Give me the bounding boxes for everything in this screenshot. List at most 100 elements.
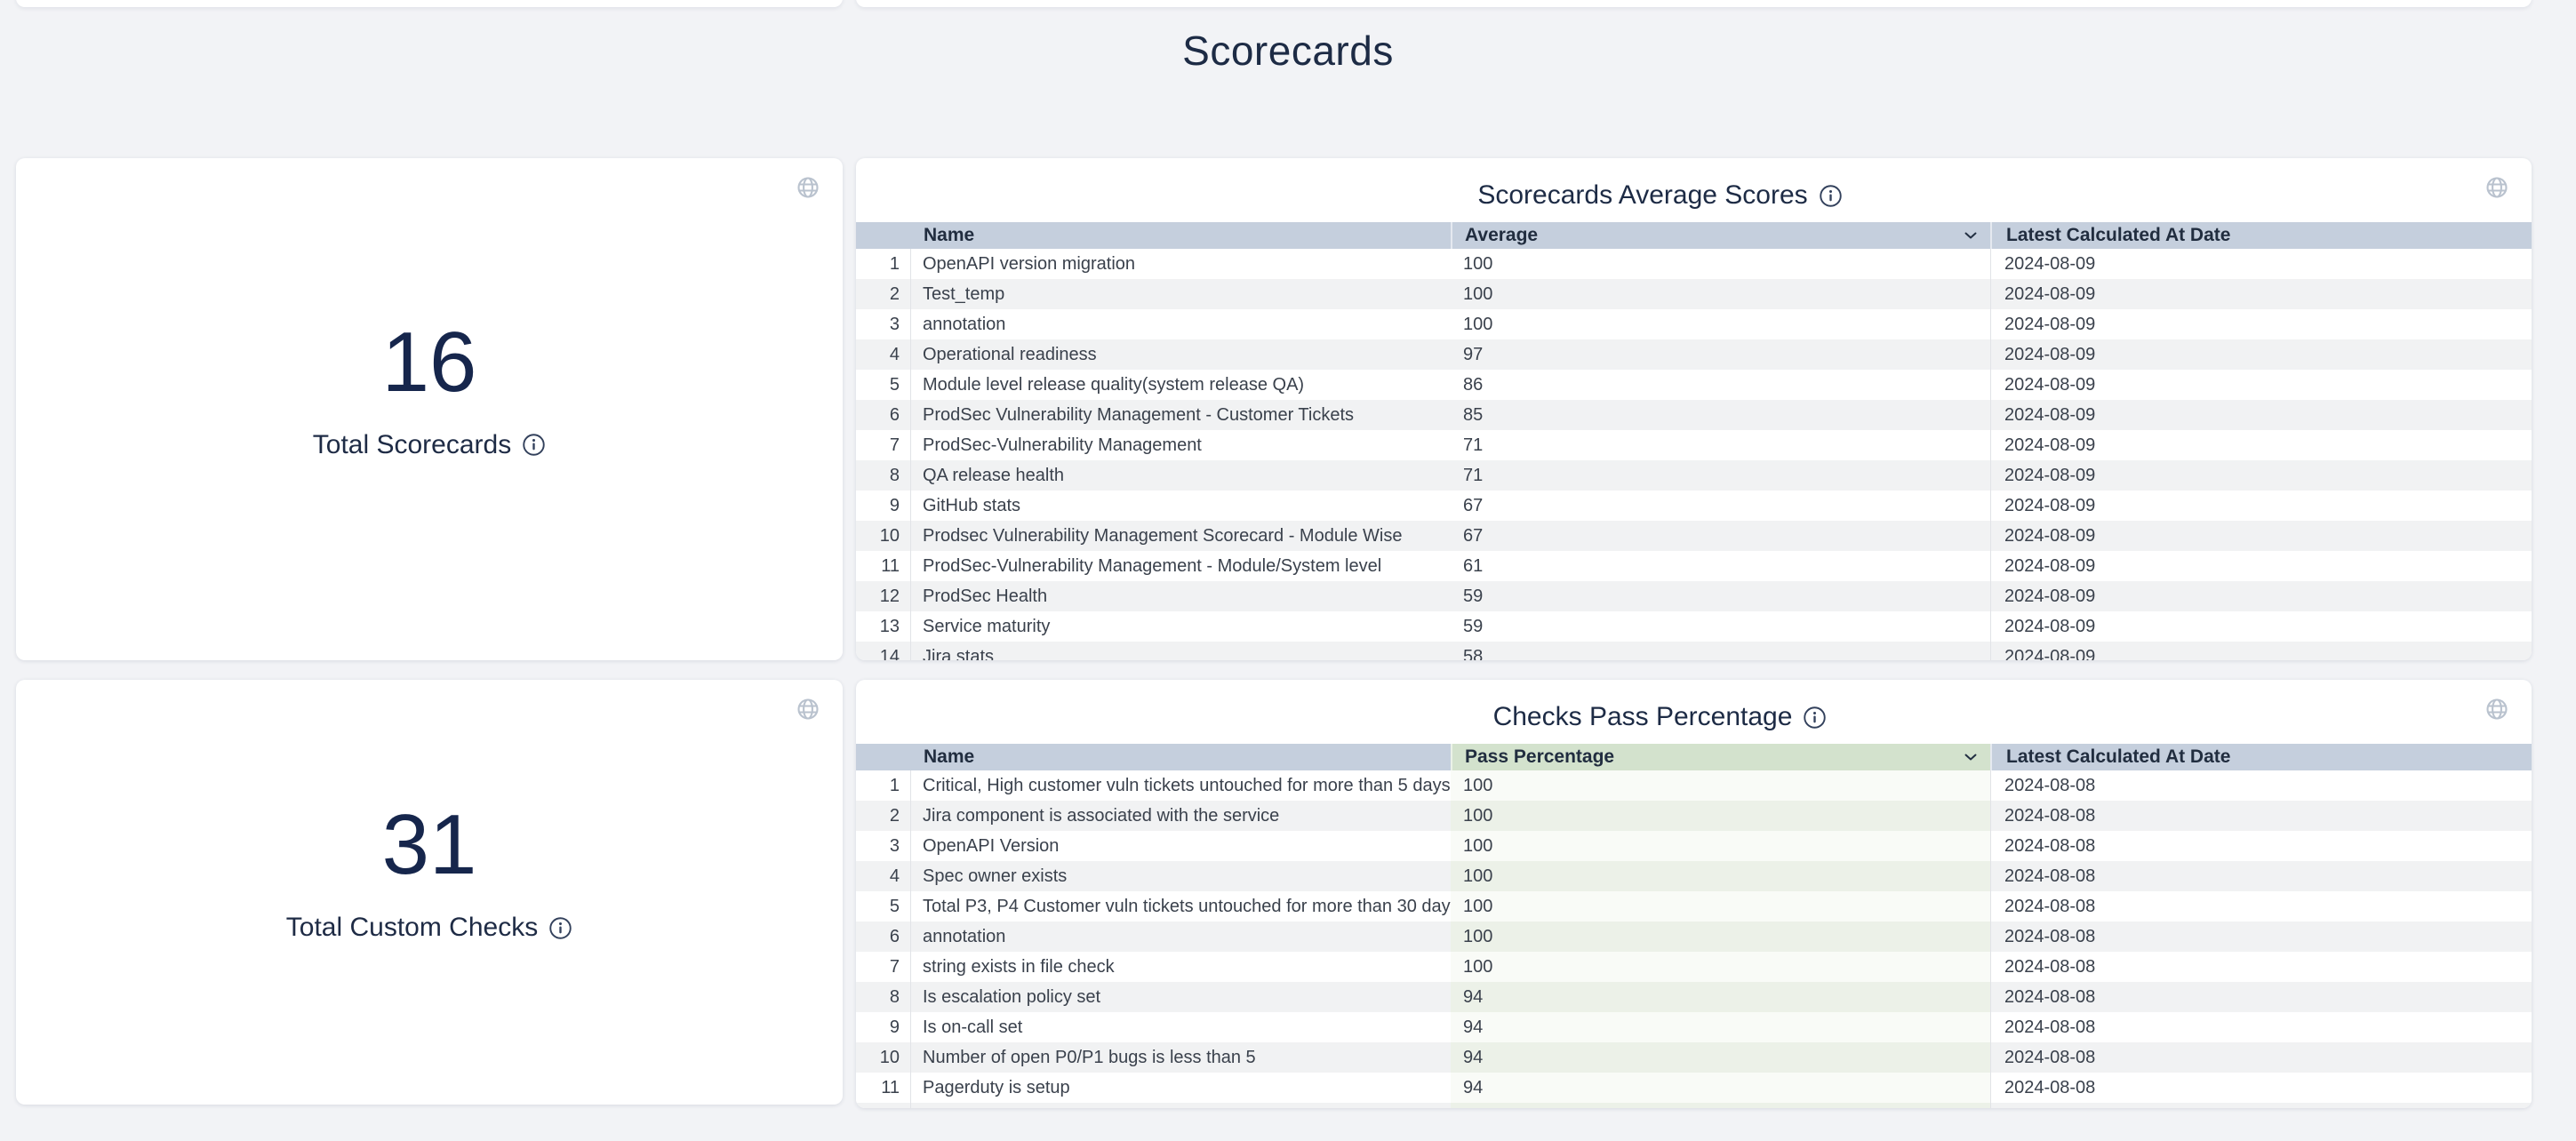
table-row[interactable]: 4 Operational readiness 97 2024-08-09 [856,339,2532,370]
cut-off-card-above-left [16,0,843,7]
info-icon[interactable] [548,916,572,940]
cell-name: QA release health [923,466,1064,485]
cell-name: GitHub stats [923,496,1021,515]
table-row[interactable]: 3 OpenAPI Version 100 2024-08-08 [856,831,2532,861]
table-row[interactable]: 2 Jira component is associated with the s… [856,801,2532,831]
cell-date: 2024-08-08 [1990,982,2532,1012]
table-row[interactable]: 7 ProdSec-Vulnerability Management 71 2024-… [856,430,2532,460]
cell-date: 2024-08-09 [1990,460,2532,491]
table-row[interactable]: 14 Jira stats 58 2024-08-09 [856,642,2532,660]
table-row[interactable]: 6 annotation 100 2024-08-08 [856,922,2532,952]
chevron-down-icon [1960,746,1981,768]
cell-index: 6 [856,922,911,952]
table-row[interactable]: 5 Module level release quality(system rel… [856,370,2532,400]
cell-name: Jira component is associated with the se… [923,806,1280,826]
cell-value: 100 [1451,831,1990,861]
table-row[interactable]: 2 Test_temp 100 2024-08-09 [856,279,2532,309]
column-header-average[interactable]: Average [1451,222,1990,249]
cell-index: 11 [856,551,911,581]
cell-value: 100 [1463,254,1493,274]
total-custom-checks-card: 31 Total Custom Checks [16,680,843,1105]
cell-date: 2024-08-08 [1990,801,2532,831]
cell-index: 8 [856,460,911,491]
cell-index: 10 [856,1042,911,1073]
stat-label: Total Scorecards [312,429,512,459]
table-row[interactable]: 5 Total P3, P4 Customer vuln tickets unto… [856,891,2532,922]
cell-date: 2024-08-09 [1990,370,2532,400]
table-row[interactable] [856,1103,2532,1108]
cell-index: 4 [856,861,911,891]
cell-date: 2024-08-08 [1990,770,2532,801]
cell-value: 59 [1463,617,1484,636]
column-header-index [856,744,911,770]
table-row[interactable]: 6 ProdSec Vulnerability Management - Cust… [856,400,2532,430]
column-header-name[interactable]: Name [924,746,975,767]
table-row[interactable]: 9 Is on-call set 94 2024-08-08 [856,1012,2532,1042]
table-row[interactable]: 9 GitHub stats 67 2024-08-09 [856,491,2532,521]
table-row[interactable]: 11 Pagerduty is setup 94 2024-08-08 [856,1073,2532,1103]
cell-value: 100 [1451,952,1990,982]
column-header-pass-percentage[interactable]: Pass Percentage [1451,744,1990,770]
cell-value: 100 [1451,891,1990,922]
cell-value: 94 [1451,1012,1990,1042]
info-icon[interactable] [522,433,546,457]
table-row[interactable]: 8 QA release health 71 2024-08-09 [856,460,2532,491]
cell-index: 1 [856,249,911,279]
table-row[interactable]: 3 annotation 100 2024-08-09 [856,309,2532,339]
cell-value: 97 [1463,345,1484,364]
cell-index: 7 [856,952,911,982]
cell-date: 2024-08-08 [1990,891,2532,922]
cell-value: 59 [1463,586,1484,606]
cell-date: 2024-08-09 [1990,249,2532,279]
table-row[interactable]: 10 Prodsec Vulnerability Management Score… [856,521,2532,551]
cell-value: 71 [1463,466,1484,485]
info-icon[interactable] [1803,706,1827,730]
globe-icon[interactable] [796,697,820,722]
cell-name: ProdSec Health [923,586,1048,606]
table-row[interactable]: 1 OpenAPI version migration 100 2024-08-09 [856,249,2532,279]
table-row[interactable]: 1 Critical, High customer vuln tickets un… [856,770,2532,801]
table-row[interactable]: 4 Spec owner exists 100 2024-08-08 [856,861,2532,891]
table-row[interactable]: 11 ProdSec-Vulnerability Management - Mod… [856,551,2532,581]
cell-value: 86 [1463,375,1484,395]
cell-index: 10 [856,521,911,551]
cell-value: 100 [1463,284,1493,304]
cell-index: 2 [856,279,911,309]
column-header-name[interactable]: Name [924,225,975,245]
globe-icon[interactable] [2484,175,2509,200]
table-row[interactable]: 7 string exists in file check 100 2024-08-0… [856,952,2532,982]
column-header-date[interactable]: Latest Calculated At Date [1990,222,2532,249]
cell-name: Spec owner exists [923,866,1068,886]
cell-index: 14 [856,642,911,660]
cell-date: 2024-08-09 [1990,309,2532,339]
cell-date: 2024-08-09 [1990,339,2532,370]
table-row[interactable]: 13 Service maturity 59 2024-08-09 [856,611,2532,642]
cell-index: 11 [856,1073,911,1103]
stat-content: 16 Total Scorecards [16,139,843,641]
column-header-label: Pass Percentage [1465,746,1615,767]
globe-icon[interactable] [796,175,820,200]
cell-value: 100 [1451,770,1990,801]
cell-index: 3 [856,831,911,861]
column-header-index [856,222,911,249]
globe-icon[interactable] [2484,697,2509,722]
cell-name: Is on-call set [923,1017,1023,1037]
table-row[interactable]: 8 Is escalation policy set 94 2024-08-08 [856,982,2532,1012]
cell-name: ProdSec Vulnerability Management - Custo… [923,405,1355,425]
cell-value: 67 [1463,496,1484,515]
cell-index: 12 [856,581,911,611]
table-row[interactable]: 12 ProdSec Health 59 2024-08-09 [856,581,2532,611]
table-title-row: Scorecards Average Scores [856,158,2532,222]
column-header-date[interactable]: Latest Calculated At Date [1990,744,2532,770]
cell-index: 2 [856,801,911,831]
cell-name: Jira stats [923,647,995,660]
total-scorecards-card: 16 Total Scorecards [16,158,843,660]
info-icon[interactable] [1819,184,1843,208]
cell-value: 61 [1463,556,1484,576]
cell-index: 9 [856,1012,911,1042]
cell-name [911,1103,1451,1108]
cell-name: annotation [923,927,1006,946]
cell-name: Pagerduty is setup [923,1078,1070,1097]
table-row[interactable]: 10 Number of open P0/P1 bugs is less than… [856,1042,2532,1073]
